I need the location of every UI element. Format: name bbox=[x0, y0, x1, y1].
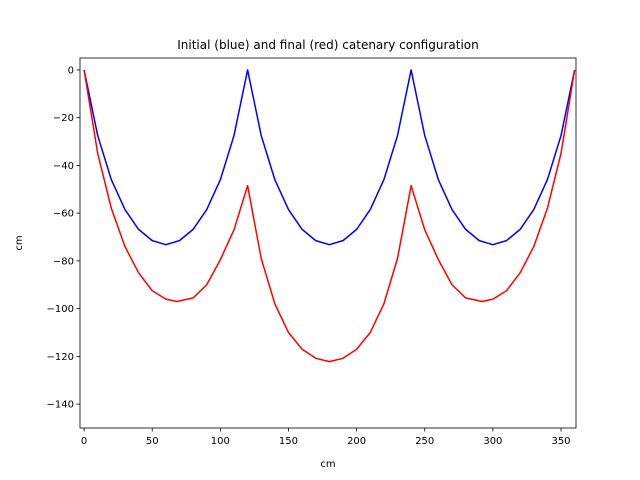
y-tick-label: −100 bbox=[47, 304, 74, 315]
series-line-0 bbox=[83, 69, 576, 246]
x-tick-label: 100 bbox=[211, 436, 230, 447]
y-tick-label: −40 bbox=[53, 161, 74, 172]
plot-area bbox=[83, 69, 576, 363]
chart-title: Initial (blue) and final (red) catenary … bbox=[177, 38, 479, 52]
y-tick-label: −140 bbox=[47, 400, 74, 411]
x-axis-label: cm bbox=[320, 459, 335, 470]
series-layer bbox=[83, 69, 576, 363]
x-tick-label: 0 bbox=[81, 436, 87, 447]
x-tick-label: 50 bbox=[146, 436, 159, 447]
ticks-layer: 0 50 100 150 200 250 300 350 0 −20 −40 −60 −80 −100 −1… bbox=[47, 65, 571, 447]
x-tick-label: 150 bbox=[279, 436, 298, 447]
y-tick-label: −20 bbox=[53, 113, 74, 124]
y-tick-label: 0 bbox=[68, 65, 74, 76]
y-tick-label: −80 bbox=[53, 256, 74, 267]
x-tick-label: 350 bbox=[551, 436, 570, 447]
series-line-1 bbox=[83, 69, 576, 363]
y-tick-label: −60 bbox=[53, 209, 74, 220]
y-tick-label: −120 bbox=[47, 352, 74, 363]
x-tick-label: 200 bbox=[347, 436, 366, 447]
x-tick-label: 250 bbox=[415, 436, 434, 447]
axes-frame bbox=[79, 57, 577, 429]
x-tick-label: 300 bbox=[483, 436, 502, 447]
y-axis-label: cm bbox=[14, 235, 25, 250]
